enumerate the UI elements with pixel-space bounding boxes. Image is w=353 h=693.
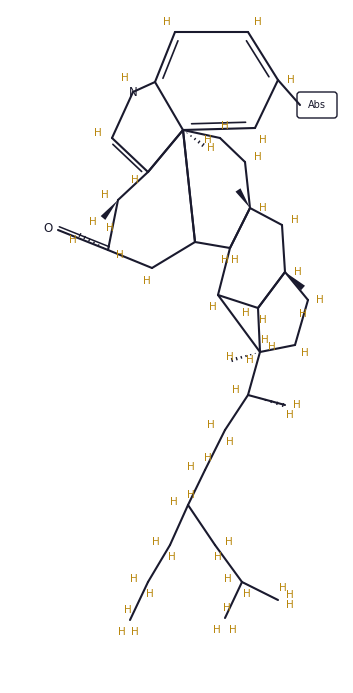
Text: H: H (299, 309, 307, 319)
Text: H: H (259, 135, 267, 145)
Text: H: H (221, 255, 229, 265)
Polygon shape (101, 200, 118, 220)
Text: H: H (224, 574, 232, 584)
Text: H: H (225, 537, 233, 547)
Text: H: H (170, 497, 178, 507)
Text: H: H (242, 308, 250, 318)
Text: Abs: Abs (308, 100, 326, 110)
Text: H: H (124, 605, 132, 615)
Text: H: H (213, 625, 221, 635)
Text: H: H (231, 255, 239, 265)
Text: H: H (286, 410, 294, 420)
Text: H: H (94, 128, 102, 138)
Text: H: H (316, 295, 324, 305)
Text: H: H (229, 625, 237, 635)
Text: H: H (204, 135, 212, 145)
Text: H: H (69, 235, 77, 245)
Text: H: H (187, 462, 195, 472)
Text: H: H (291, 215, 299, 225)
Text: H: H (268, 342, 276, 352)
Text: H: H (223, 603, 231, 613)
FancyBboxPatch shape (297, 92, 337, 118)
Polygon shape (285, 272, 305, 290)
Text: H: H (89, 217, 97, 227)
Text: H: H (243, 589, 251, 599)
Text: H: H (221, 121, 229, 131)
Text: H: H (143, 276, 151, 286)
Text: H: H (259, 315, 267, 325)
Text: H: H (204, 453, 212, 463)
Text: H: H (214, 552, 222, 562)
Text: H: H (246, 355, 254, 365)
Text: H: H (121, 73, 129, 83)
Text: H: H (294, 267, 302, 277)
Text: H: H (116, 250, 124, 260)
Text: H: H (301, 348, 309, 358)
Text: H: H (131, 627, 139, 637)
Text: H: H (261, 335, 269, 345)
Text: H: H (226, 352, 234, 362)
Polygon shape (235, 188, 250, 208)
Text: N: N (128, 85, 137, 98)
Text: H: H (187, 490, 195, 500)
Text: H: H (106, 223, 114, 233)
Text: H: H (259, 203, 267, 213)
Text: H: H (207, 143, 215, 153)
Text: O: O (43, 222, 53, 234)
Text: H: H (286, 590, 294, 600)
Text: H: H (131, 175, 139, 185)
Text: H: H (279, 583, 287, 593)
Text: H: H (226, 437, 234, 447)
Text: H: H (163, 17, 171, 27)
Text: H: H (118, 627, 126, 637)
Text: H: H (254, 152, 262, 162)
Text: H: H (287, 75, 295, 85)
Text: H: H (286, 600, 294, 610)
Text: H: H (130, 574, 138, 584)
Text: H: H (146, 589, 154, 599)
Text: H: H (152, 537, 160, 547)
Text: H: H (254, 17, 262, 27)
Text: H: H (101, 190, 109, 200)
Text: H: H (207, 420, 215, 430)
Text: H: H (209, 302, 217, 312)
Text: H: H (293, 400, 301, 410)
Text: H: H (232, 385, 240, 395)
Text: H: H (168, 552, 176, 562)
